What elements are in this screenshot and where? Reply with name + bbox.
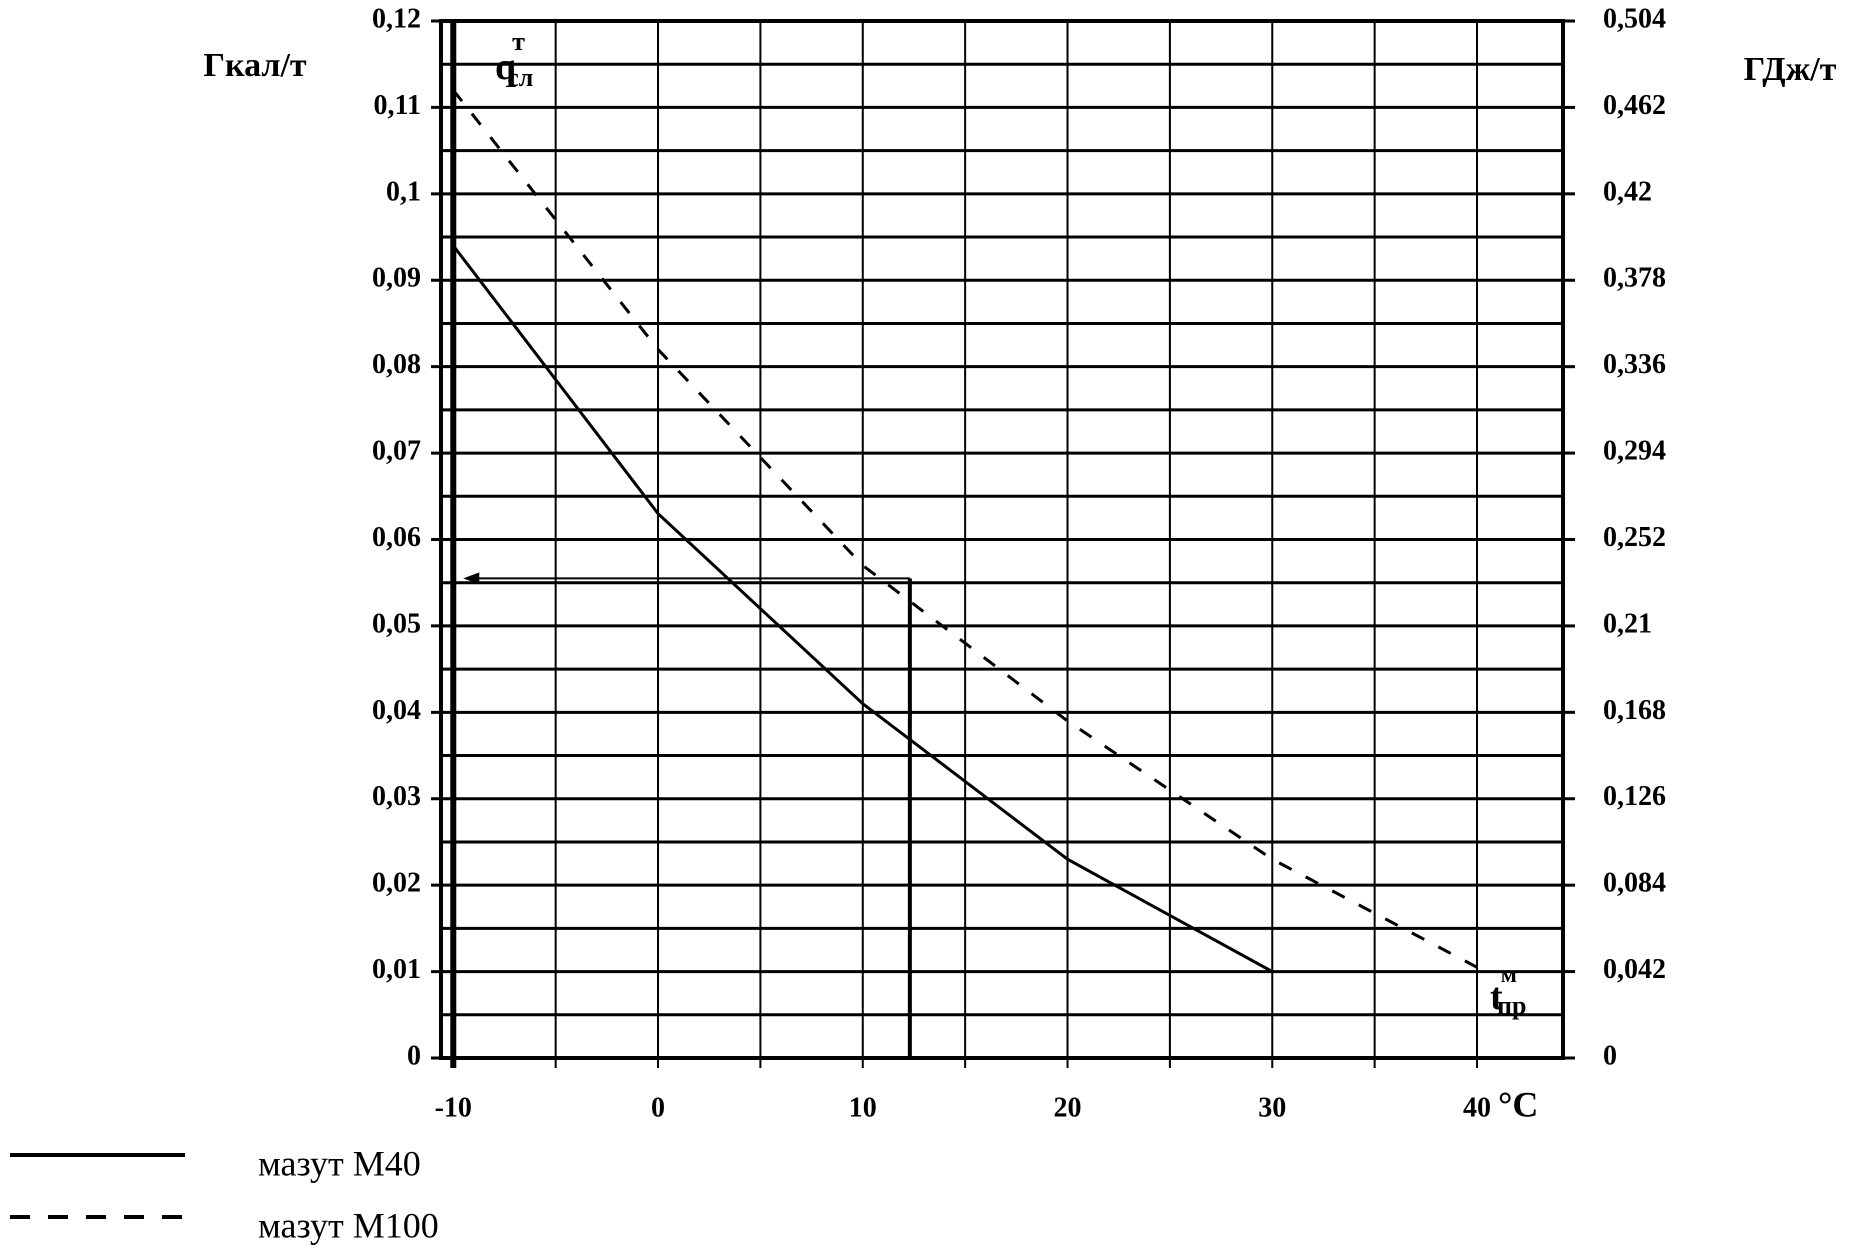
- y2-tick-label: 0,168: [1603, 695, 1666, 726]
- x-label-sup: м: [1501, 962, 1517, 988]
- y2-axis-title: ГДж/т: [1744, 51, 1837, 88]
- y2-tick-label: 0,504: [1603, 3, 1666, 34]
- y2-tick-label: 0,378: [1603, 263, 1666, 294]
- y2-tick-label: 0,21: [1603, 608, 1652, 639]
- series-line: [452, 244, 1273, 973]
- y-axis-title: Гкал/т: [203, 47, 307, 84]
- y2-tick-label: 0,126: [1603, 781, 1666, 812]
- x-tick-label: 20: [1054, 1092, 1082, 1123]
- x-unit: °C: [1498, 1084, 1538, 1124]
- y-tick-label: 0: [407, 1040, 421, 1071]
- y2-tick-label: 0,42: [1603, 176, 1652, 207]
- x-axis-title: tм пр: [1490, 962, 1526, 1020]
- y2-tick-label: 0,336: [1603, 349, 1666, 380]
- x-tick-label: 40: [1463, 1092, 1491, 1123]
- y-tick-label: 0,05: [372, 608, 421, 639]
- y2-tick-label: 0,294: [1603, 436, 1666, 467]
- y-tick-label: 0,06: [372, 522, 421, 553]
- x-tick-label: -10: [435, 1092, 472, 1123]
- curve-label-sup: т: [512, 27, 525, 56]
- series-line: [452, 89, 1478, 969]
- y-tick-label: 0,08: [372, 349, 421, 380]
- y2-tick-label: 0,462: [1603, 90, 1666, 121]
- x-label-main: t: [1490, 976, 1503, 1018]
- y-tick-label: 0,03: [372, 781, 421, 812]
- plot-frame: [439, 19, 1565, 1060]
- y-tick-label: 0,04: [372, 695, 421, 726]
- y2-tick-label: 0,252: [1603, 522, 1666, 553]
- x-tick-label: 10: [849, 1092, 877, 1123]
- x-tick-label: 30: [1258, 1092, 1286, 1123]
- legend-label: мазут М100: [258, 1205, 439, 1245]
- curve-label-sub: сл: [507, 63, 533, 92]
- guide-arrow: [463, 572, 480, 585]
- y-tick-label: 0,02: [372, 868, 421, 899]
- curve-label-main: q: [495, 46, 516, 88]
- y-tick-label: 0,11: [374, 90, 421, 121]
- y-tick-label: 0,12: [372, 3, 421, 34]
- y-tick-label: 0,1: [386, 176, 421, 207]
- x-tick-label: 0: [651, 1092, 665, 1123]
- y-tick-label: 0,01: [372, 954, 421, 985]
- curve-label: qт сл: [495, 27, 533, 92]
- y2-tick-label: 0: [1603, 1040, 1617, 1071]
- y-tick-label: 0,09: [372, 263, 421, 294]
- y2-tick-label: 0,042: [1603, 954, 1666, 985]
- legend-label: мазут М40: [258, 1143, 421, 1183]
- y-tick-label: 0,07: [372, 436, 421, 467]
- y2-tick-label: 0,084: [1603, 868, 1666, 899]
